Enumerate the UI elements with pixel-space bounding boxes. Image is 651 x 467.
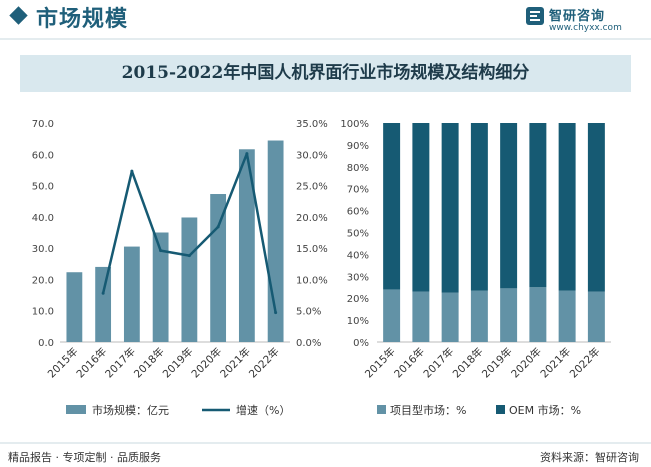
bar-oem [558,123,576,291]
bar-oem [529,123,547,288]
right-y-tick-label: 20.0% [296,213,328,224]
y-tick-label: 90% [347,141,369,152]
section-title: 市场规模 [36,7,129,32]
right-y-tick-label: 25.0% [296,182,328,193]
legend-bar-label: 市场规模：亿元 [92,403,169,417]
legend-project-label: 项目型市场：% [390,403,466,417]
x-tick-label: 2021年 [217,345,253,381]
footer: 精品报告 · 专项定制 · 品质服务 资料来源：智研咨询 [0,442,651,467]
legend-line-label: 增速（%） [236,403,290,417]
y-tick-label: 100% [340,119,369,130]
growth-point [274,311,278,315]
legend-project-swatch [377,405,386,414]
logo-icon [526,7,544,25]
growth-point [245,152,249,156]
logo-url: www.chyxx.com [549,23,622,33]
y-tick-label: 80% [347,163,369,174]
y-tick-label: 30% [347,272,369,283]
chart-title: 2015-2022年中国人机界面行业市场规模及结构细分 [121,63,530,83]
bar-project [529,287,547,342]
y-tick-label: 50% [347,229,369,240]
left-y-tick-label: 10.0 [32,307,54,318]
left-y-tick-label: 0.0 [38,338,54,349]
right-y-tick-label: 30.0% [296,150,328,161]
x-tick-label: 2018年 [131,345,167,381]
bar-project [587,291,605,342]
bar [95,266,112,342]
legend-bar-swatch [66,405,86,414]
logo: 智研咨询 www.chyxx.com [525,4,635,36]
bar-oem [441,123,459,293]
diamond-icon [9,6,28,25]
x-tick-label: 2019年 [160,345,196,381]
left-y-tick-label: 70.0 [32,119,54,130]
x-tick-label: 2021年 [538,345,574,381]
bar [123,246,140,342]
y-tick-label: 60% [347,207,369,218]
bar-project [441,292,459,342]
y-tick-label: 20% [347,294,369,305]
x-tick-label: 2017年 [102,345,138,381]
right-y-tick-label: 5.0% [296,307,321,318]
bar [181,217,198,342]
legend-oem-label: OEM 市场：% [509,403,581,417]
bar-oem [412,123,430,292]
x-tick-label: 2015年 [362,345,398,381]
x-tick-label: 2015年 [45,345,81,381]
right-y-tick-label: 35.0% [296,119,328,130]
bar-oem [383,123,401,290]
y-tick-label: 0% [353,338,369,349]
left-y-tick-label: 50.0 [32,182,54,193]
right-y-tick-label: 15.0% [296,244,328,255]
bar-project [500,288,518,342]
right-y-tick-label: 10.0% [296,275,328,286]
footer-source: 资料来源：智研咨询 [540,451,639,464]
bar [210,194,227,342]
bar [238,149,255,342]
title-band: 2015-2022年中国人机界面行业市场规模及结构细分 [20,55,631,92]
footer-divider [0,442,651,444]
left-y-tick-label: 30.0 [32,244,54,255]
bar-project [383,289,401,342]
growth-point [159,249,163,253]
y-tick-label: 10% [347,316,369,327]
x-tick-label: 2016年 [74,345,110,381]
left-y-tick-label: 40.0 [32,213,54,224]
bar [152,232,169,342]
header-divider [0,38,651,40]
growth-point [101,291,105,295]
x-tick-label: 2022年 [246,345,282,381]
growth-point [187,254,191,258]
x-tick-label: 2020年 [189,345,225,381]
bar-oem [500,123,518,289]
bar-project [412,291,430,342]
x-tick-label: 2018年 [450,345,486,381]
growth-point [130,169,134,173]
bar-project [470,290,488,342]
x-tick-label: 2017年 [421,345,457,381]
bar [66,272,83,342]
x-tick-label: 2016年 [391,345,427,381]
legend-oem-swatch [496,405,505,414]
left-y-tick-label: 60.0 [32,150,54,161]
right-y-tick-label: 0.0% [296,338,321,349]
x-tick-label: 2019年 [479,345,515,381]
logo-name: 智研咨询 [549,9,606,24]
x-tick-label: 2020年 [508,345,544,381]
header: 市场规模 智研咨询 www.chyxx.com [0,0,651,38]
structure-chart: 0%10%20%30%40%50%60%70%80%90%100%2015年20… [340,119,611,417]
left-y-tick-label: 20.0 [32,275,54,286]
market-size-chart: 0.0 10.0 20.0 30.0 40.0 50.0 60.0 70.0 0.0% 5.0% 1… [32,119,328,417]
bar-oem [587,123,605,292]
footer-slogan: 精品报告 · 专项定制 · 品质服务 [8,451,161,464]
x-tick-label: 2022年 [567,345,603,381]
bar-oem [470,123,488,291]
growth-point [216,225,220,229]
y-tick-label: 40% [347,250,369,261]
y-tick-label: 70% [347,185,369,196]
bar-project [558,290,576,342]
